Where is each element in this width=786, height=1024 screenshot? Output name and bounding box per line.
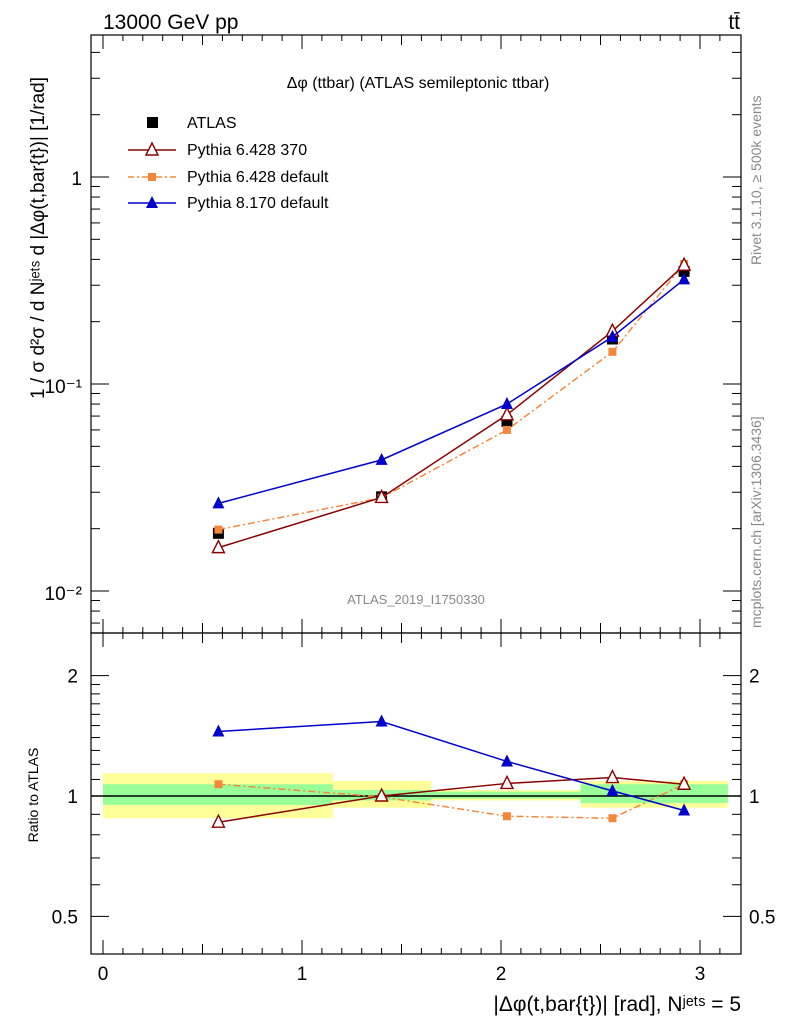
ratio-y-tick-label: 1 xyxy=(67,787,78,808)
ratio-y-tick-label: 0.5 xyxy=(52,907,78,928)
y-tick-label: 10⁻¹ xyxy=(45,377,83,398)
main-data-point xyxy=(608,347,617,356)
legend: ATLAS Pythia 6.428 370 Pythia 6.428 defa… xyxy=(128,115,329,212)
stat-uncertainty-band xyxy=(103,784,333,805)
x-tick-label: 1 xyxy=(297,964,308,985)
legend-label-p6-370: Pythia 6.428 370 xyxy=(187,142,307,159)
x-axis-label: |Δφ(t,bar{t})| [rad], Nʲᵉᵗˢ = 5 xyxy=(493,993,741,1016)
rivet-side-label: Rivet 3.1.10, ≥ 500k events xyxy=(748,95,764,265)
main-data-point xyxy=(501,415,513,427)
y-tick-label: 10⁻² xyxy=(45,584,83,605)
main-series-line xyxy=(218,264,685,549)
y-tick-label: 1 xyxy=(71,169,82,190)
legend-marker-p8-default xyxy=(146,196,158,208)
ratio-y-tick-label-right: 2 xyxy=(749,667,760,688)
ratio-data-point xyxy=(211,813,226,828)
ratio-data-point xyxy=(214,780,223,789)
main-data-point xyxy=(502,425,511,434)
main-data-point xyxy=(606,329,619,342)
ratio-data-point xyxy=(605,768,620,784)
legend-marker-p6-370 xyxy=(144,141,160,156)
main-data-point xyxy=(212,496,225,509)
ratio-series-group xyxy=(211,714,692,828)
ratio-data-point xyxy=(500,754,513,767)
x-tick-label: 3 xyxy=(695,964,706,985)
main-data-point xyxy=(676,256,692,271)
main-data-point xyxy=(499,406,515,421)
ratio-data-point xyxy=(212,724,225,737)
x-tick-label: 0 xyxy=(98,964,109,985)
main-series-line xyxy=(218,278,685,505)
legend-label-p8-default: Pythia 8.170 default xyxy=(187,195,329,212)
mcplots-side-label: mcplots.cern.ch [arXiv:1306.3436] xyxy=(748,416,764,628)
main-series-line xyxy=(218,263,685,531)
stat-uncertainty-band xyxy=(431,791,581,799)
ratio-y-tick-label-right: 0.5 xyxy=(749,907,775,928)
ratio-data-point xyxy=(676,775,692,790)
legend-marker-p6-default xyxy=(148,173,156,181)
ratio-data-point xyxy=(606,783,619,796)
main-series-group xyxy=(211,256,692,554)
ratio-data-point xyxy=(608,814,617,823)
ratio-panel-frame xyxy=(90,632,742,955)
main-data-point xyxy=(375,452,388,465)
main-data-point xyxy=(678,265,690,277)
analysis-label: ATLAS_2019_I1750330 xyxy=(347,592,485,607)
ratio-data-point xyxy=(502,812,511,821)
process-label: tt̄ xyxy=(728,11,740,34)
ratio-data-point xyxy=(374,787,389,802)
ratio-data-point xyxy=(678,803,691,816)
main-data-point xyxy=(374,488,389,504)
ratio-y-axis-label: Ratio to ATLAS xyxy=(25,748,41,843)
main-data-point xyxy=(500,397,513,410)
main-y-axis-label: 1 / σ d²σ / d Nʲᵉᵗˢ d |Δφ(t,bar{t})| [1/… xyxy=(28,77,49,399)
legend-label-atlas: ATLAS xyxy=(187,115,237,132)
plot-title: Δφ (ttbar) (ATLAS semileptonic ttbar) xyxy=(287,75,550,92)
energy-label: 13000 GeV pp xyxy=(103,11,238,34)
ratio-y-tick-label-right: 1 xyxy=(749,787,760,808)
legend-label-p6-default: Pythia 6.428 default xyxy=(187,169,329,186)
main-data-point xyxy=(211,539,226,554)
stat-uncertainty-band xyxy=(580,784,728,804)
main-data-point xyxy=(214,525,223,534)
ratio-data-point xyxy=(499,774,515,790)
axis-ticks: 0 1 2 3 10⁻² 10⁻¹ 1 0.5 0.5 1 1 2 2 xyxy=(45,35,775,985)
x-tick-label: 2 xyxy=(496,964,507,985)
ratio-y-tick-label: 2 xyxy=(67,667,78,688)
legend-marker-atlas xyxy=(147,117,158,128)
main-data-point xyxy=(678,272,691,285)
